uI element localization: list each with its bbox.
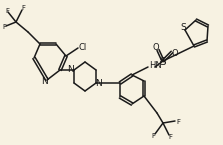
Text: N: N (96, 79, 102, 88)
Text: F: F (2, 24, 6, 30)
Text: Cl: Cl (79, 42, 87, 51)
Text: F: F (21, 5, 25, 11)
Text: F: F (5, 8, 9, 14)
Text: S: S (180, 22, 186, 31)
Text: F: F (168, 134, 172, 140)
Text: N: N (42, 77, 48, 86)
Text: N: N (68, 65, 74, 74)
Text: HN: HN (149, 61, 162, 70)
Text: F: F (176, 119, 180, 125)
Text: O: O (153, 44, 159, 52)
Text: S: S (160, 57, 166, 67)
Text: O: O (172, 49, 178, 58)
Text: F: F (151, 133, 155, 139)
